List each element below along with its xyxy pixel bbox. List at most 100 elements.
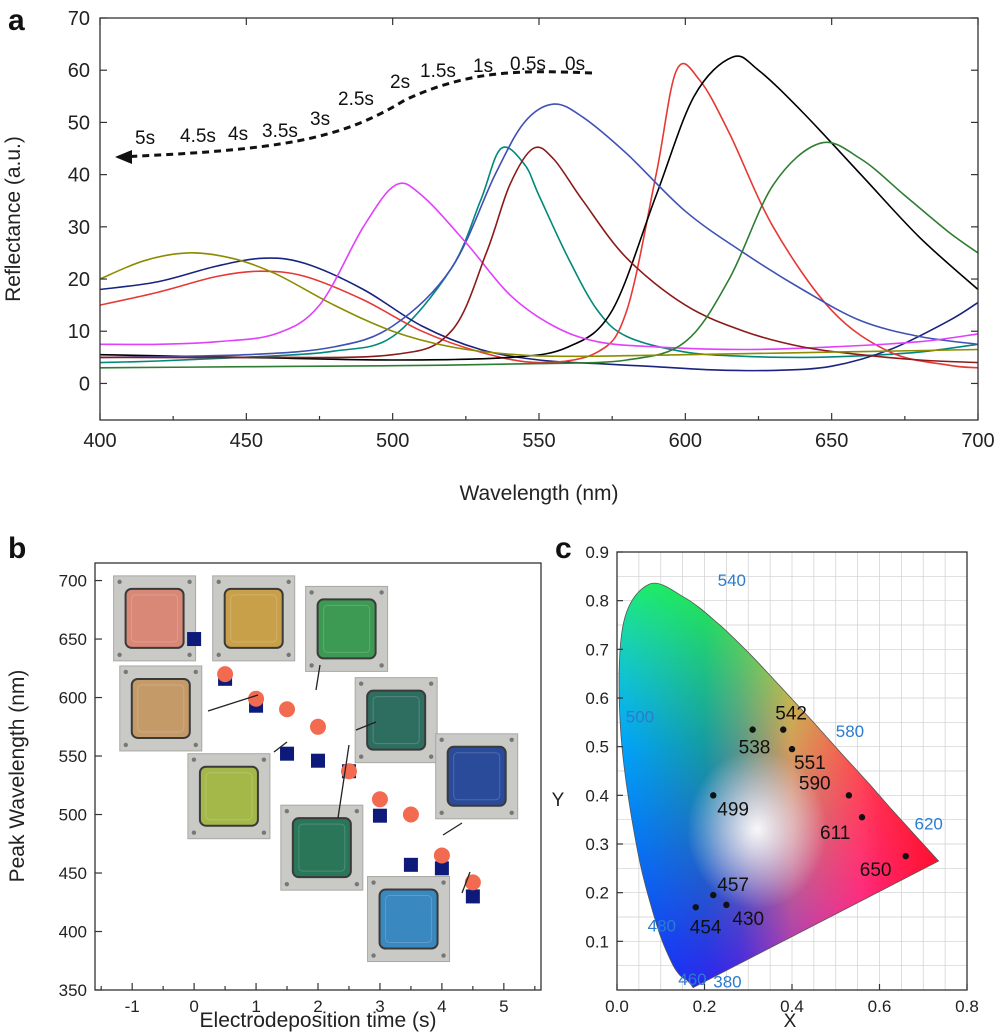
- time-label: 4.5s: [180, 126, 216, 147]
- x-tick-label: 0: [189, 997, 198, 1016]
- x-tick-label: 650: [815, 430, 848, 452]
- device-photo-9: [367, 876, 451, 963]
- peak-square-point: [434, 861, 449, 876]
- cie-point-label: 551: [794, 753, 826, 774]
- cie-point-label: 430: [732, 909, 764, 930]
- cie-point-label: 590: [799, 773, 831, 794]
- leader-line: [315, 664, 321, 691]
- device-photo-8: [280, 804, 364, 891]
- time-annotations: 5s 4.5s 4s 3.5s 3s 2.5s 2s 1.5s 1s 0.5s 0s: [115, 54, 593, 164]
- x-tick-label: 0.2: [693, 997, 717, 1016]
- time-label: 2s: [390, 72, 410, 93]
- peak-square-point: [372, 808, 387, 823]
- device-photo-7: [435, 733, 519, 820]
- y-tick-label: 0.3: [585, 835, 609, 854]
- cie-wavelength-label: 500: [626, 707, 654, 726]
- panel-b-x-axis-title: Electrodeposition time (s): [200, 1009, 437, 1032]
- y-tick-label: 350: [59, 981, 87, 1000]
- x-tick-label: 0.8: [955, 997, 979, 1016]
- peak-square-point: [465, 889, 480, 904]
- y-tick-label: 0.8: [585, 592, 609, 611]
- cie-point: [780, 726, 787, 733]
- cie-point: [710, 792, 717, 799]
- y-tick-label: 500: [59, 806, 87, 825]
- device-photo-6: [187, 753, 271, 840]
- time-label: 3s: [310, 109, 330, 130]
- cie-wavelength-label: 620: [915, 814, 943, 833]
- y-tick-label: 0.5: [585, 738, 609, 757]
- time-label: 1.5s: [420, 61, 456, 82]
- cie-point: [858, 814, 866, 821]
- panel-label-b: b: [8, 532, 26, 565]
- x-tick-label: 5: [499, 997, 508, 1016]
- cie-wavelength-label: 580: [836, 722, 864, 741]
- time-label: 0s: [565, 54, 585, 75]
- time-label: 0.5s: [510, 54, 546, 75]
- spectrum-series-7: [100, 146, 978, 364]
- time-label: 5s: [135, 128, 155, 149]
- spectrum-series-4: [100, 55, 978, 361]
- panel-c-y-axis-title: Y: [552, 790, 565, 811]
- panel-label-a: a: [8, 4, 25, 37]
- peak-square-point: [311, 753, 325, 768]
- panel-c-x-axis-title: X: [784, 1011, 797, 1032]
- leader-line: [442, 822, 463, 836]
- leader-line: [461, 871, 471, 894]
- y-tick-label: 0: [79, 373, 90, 395]
- panel-a-chart: 400 450 500 550 600 650 700 0 10 20 30 40 50 60 70 Wav…: [2, 8, 995, 505]
- y-tick-label: 30: [68, 217, 90, 239]
- leader-line: [207, 694, 259, 712]
- time-label: 3.5s: [262, 121, 298, 142]
- y-tick-label: 700: [59, 572, 87, 591]
- panel-label-c: c: [555, 532, 572, 565]
- peak-square-point: [403, 857, 418, 872]
- peak-circle-point: [310, 718, 326, 735]
- cie-point-label: 499: [717, 799, 749, 820]
- cie-point: [749, 726, 756, 733]
- y-tick-label: 0.9: [585, 543, 609, 562]
- peak-circle-point: [279, 701, 296, 718]
- y-tick-label: 550: [59, 747, 87, 766]
- time-label: 1s: [473, 56, 493, 77]
- device-photo-3: [305, 585, 389, 672]
- spectrum-series-9: [100, 252, 978, 358]
- y-tick-label: 60: [68, 60, 90, 82]
- x-tick-label: 2: [313, 997, 322, 1016]
- device-photo-5: [354, 677, 438, 764]
- peak-circle-point: [433, 847, 450, 864]
- spectrum-series-3: [100, 62, 978, 369]
- device-photo-4: [119, 665, 203, 752]
- x-tick-label: 550: [522, 430, 555, 452]
- cie-wavelength-label: 460: [678, 970, 706, 989]
- peak-square-point: [187, 632, 202, 647]
- cie-point: [692, 904, 699, 911]
- peak-square-point: [280, 746, 295, 761]
- leader-line: [273, 741, 288, 753]
- x-tick-label: 1: [251, 997, 260, 1016]
- peak-circle-point: [402, 806, 419, 823]
- spectrum-series-1: [100, 146, 978, 364]
- time-label: 2.5s: [338, 89, 374, 110]
- peak-circle-point: [371, 791, 388, 808]
- y-tick-label: 450: [59, 864, 87, 883]
- panel-b-y-axis-title: Peak Wavelength (nm): [6, 670, 29, 883]
- leader-line: [355, 721, 377, 731]
- panel-a-y-axis-title: Reflectance (a.u.): [2, 136, 25, 302]
- y-tick-label: 10: [68, 321, 90, 343]
- cie-point: [723, 901, 730, 909]
- x-tick-label: 400: [83, 430, 116, 452]
- cie-wavelength-label: 480: [648, 917, 676, 936]
- cie-point-label: 457: [717, 875, 749, 896]
- cie-point-label: 542: [775, 704, 807, 725]
- peak-circle-point: [340, 763, 357, 780]
- x-tick-label: 500: [376, 430, 409, 452]
- panel-b-chart: -1 0 1 2 3 4 5 350 400 450 500 550 600 650 700 Electro…: [6, 562, 542, 1032]
- x-tick-label: -1: [125, 997, 140, 1016]
- spectrum-series-2: [100, 257, 978, 372]
- cie-point-label: 611: [820, 823, 850, 844]
- cie-point: [902, 852, 909, 860]
- x-tick-label: 450: [230, 430, 263, 452]
- peak-circle-point: [248, 690, 265, 707]
- spectrum-series-6: [100, 182, 978, 351]
